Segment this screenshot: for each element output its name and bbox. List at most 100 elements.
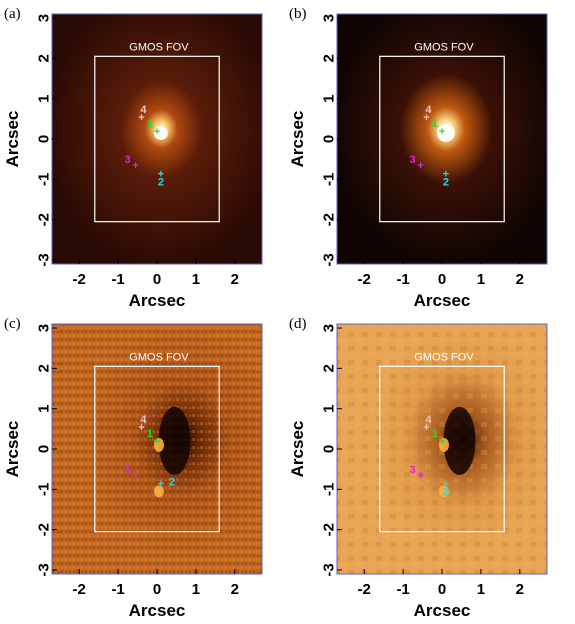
- gmos-fov-box: [379, 55, 505, 223]
- marker-label-4: 4: [140, 104, 147, 116]
- marker-cross-1: +: [439, 126, 445, 138]
- y-axis-label: Arcsec: [3, 111, 22, 168]
- gmos-fov-label: GMOS FOV: [129, 41, 189, 53]
- marker-cross-3: +: [132, 470, 138, 482]
- y-tick-label: 0: [321, 445, 338, 453]
- bright-knot: [438, 437, 449, 452]
- x-tick-label: 2: [231, 581, 239, 598]
- bright-knot: [153, 485, 164, 498]
- y-tick-label: -1: [321, 173, 338, 186]
- marker-label-1: 1: [432, 118, 438, 130]
- marker-cross-2: +: [443, 168, 449, 180]
- x-axis-label: Arcsec: [129, 291, 186, 310]
- x-tick-label: 0: [153, 581, 161, 598]
- y-tick-label: 3: [36, 324, 53, 332]
- bright-knot: [153, 437, 164, 452]
- y-tick-label: -1: [321, 483, 338, 496]
- marker-label-4: 4: [140, 414, 147, 426]
- x-tick-label: -1: [111, 271, 124, 288]
- gmos-fov-box: [94, 55, 220, 223]
- x-tick-label: 0: [438, 271, 446, 288]
- x-tick-label: -2: [358, 581, 371, 598]
- y-tick-label: -3: [36, 563, 53, 576]
- panel-d: GMOS FOV+1+2+3+4-2 -1 0 1 23210-1-2-3ArcsecA…: [288, 316, 548, 620]
- x-axis-label: Arcsec: [414, 601, 471, 620]
- x-tick-label: 2: [516, 271, 524, 288]
- x-tick-label: -1: [396, 271, 409, 288]
- y-tick-label: -2: [321, 213, 338, 226]
- panel-b: GMOS FOV+1+2+3+4-2 -1 0 1 23210-1-2-3ArcsecA…: [288, 6, 548, 310]
- marker-cross-4: +: [423, 422, 429, 434]
- x-axis-label: Arcsec: [129, 601, 186, 620]
- marker-cross-4: +: [138, 112, 144, 124]
- marker-cross-3: +: [417, 160, 423, 172]
- marker-cross-2: +: [158, 478, 164, 490]
- gmos-fov-label: GMOS FOV: [414, 41, 474, 53]
- marker-label-1: 1: [147, 118, 153, 130]
- gmos-fov-box: [379, 365, 505, 533]
- y-tick-label: 1: [321, 95, 338, 103]
- nucleus: [436, 123, 455, 142]
- panel-label: (d): [289, 316, 307, 332]
- x-tick-label: -2: [73, 271, 86, 288]
- y-tick-label: 2: [36, 364, 53, 372]
- y-tick-label: 3: [321, 14, 338, 22]
- y-tick-label: 0: [36, 445, 53, 453]
- x-tick-label: 0: [438, 581, 446, 598]
- marker-label-1: 1: [147, 428, 153, 440]
- marker-label-3: 3: [409, 464, 415, 476]
- marker-cross-2: +: [158, 168, 164, 180]
- gmos-fov-label: GMOS FOV: [129, 351, 189, 363]
- x-tick-label: 1: [477, 271, 485, 288]
- marker-cross-4: +: [138, 422, 144, 434]
- y-tick-label: 1: [321, 405, 338, 413]
- y-tick-label: 2: [36, 54, 53, 62]
- marker-label-2: 2: [443, 486, 449, 498]
- panel-label: (b): [289, 6, 307, 22]
- y-tick-label: 2: [321, 54, 338, 62]
- x-tick-label: -1: [396, 581, 409, 598]
- marker-label-2: 2: [158, 176, 164, 188]
- y-tick-label: 3: [321, 324, 338, 332]
- y-tick-label: 1: [36, 405, 53, 413]
- marker-cross-2: +: [443, 478, 449, 490]
- x-tick-label: 2: [231, 271, 239, 288]
- nucleus: [153, 125, 168, 140]
- marker-label-2: 2: [443, 176, 449, 188]
- y-axis-label: Arcsec: [288, 421, 307, 478]
- panel-label: (c): [4, 316, 21, 332]
- marker-cross-1: +: [154, 126, 160, 138]
- x-axis-label: Arcsec: [414, 291, 471, 310]
- y-tick-label: -3: [36, 253, 53, 266]
- y-tick-label: 0: [36, 135, 53, 143]
- marker-cross-3: +: [132, 160, 138, 172]
- x-tick-label: 2: [516, 581, 524, 598]
- y-tick-label: -3: [321, 563, 338, 576]
- dust-lane: [158, 406, 191, 475]
- marker-label-3: 3: [124, 464, 130, 476]
- y-tick-label: -1: [36, 173, 53, 186]
- x-tick-label: 1: [192, 271, 200, 288]
- y-tick-label: 2: [321, 364, 338, 372]
- y-tick-label: -2: [36, 213, 53, 226]
- x-tick-label: 1: [192, 581, 200, 598]
- marker-label-2: 2: [169, 476, 175, 488]
- gmos-fov-label: GMOS FOV: [414, 351, 474, 363]
- y-tick-label: -2: [36, 523, 53, 536]
- panel-a: GMOS FOV+1+2+3+4-2 -1 0 1 23210-1-2-3ArcsecA…: [3, 6, 263, 310]
- marker-label-4: 4: [425, 104, 432, 116]
- marker-label-3: 3: [124, 154, 130, 166]
- x-tick-label: 1: [477, 581, 485, 598]
- panel-c: GMOS FOV+1+ 2+3+4-2 -1 0 1 23210-1-2-3ArcsecA…: [3, 316, 263, 620]
- marker-label-3: 3: [409, 154, 415, 166]
- y-tick-label: 1: [36, 95, 53, 103]
- dust-lane: [443, 406, 476, 475]
- marker-cross-3: +: [417, 470, 423, 482]
- x-tick-label: -1: [111, 581, 124, 598]
- bright-knot: [438, 485, 449, 498]
- y-tick-label: -3: [321, 253, 338, 266]
- marker-cross-4: +: [423, 112, 429, 124]
- y-tick-label: 0: [321, 135, 338, 143]
- x-tick-label: -2: [358, 271, 371, 288]
